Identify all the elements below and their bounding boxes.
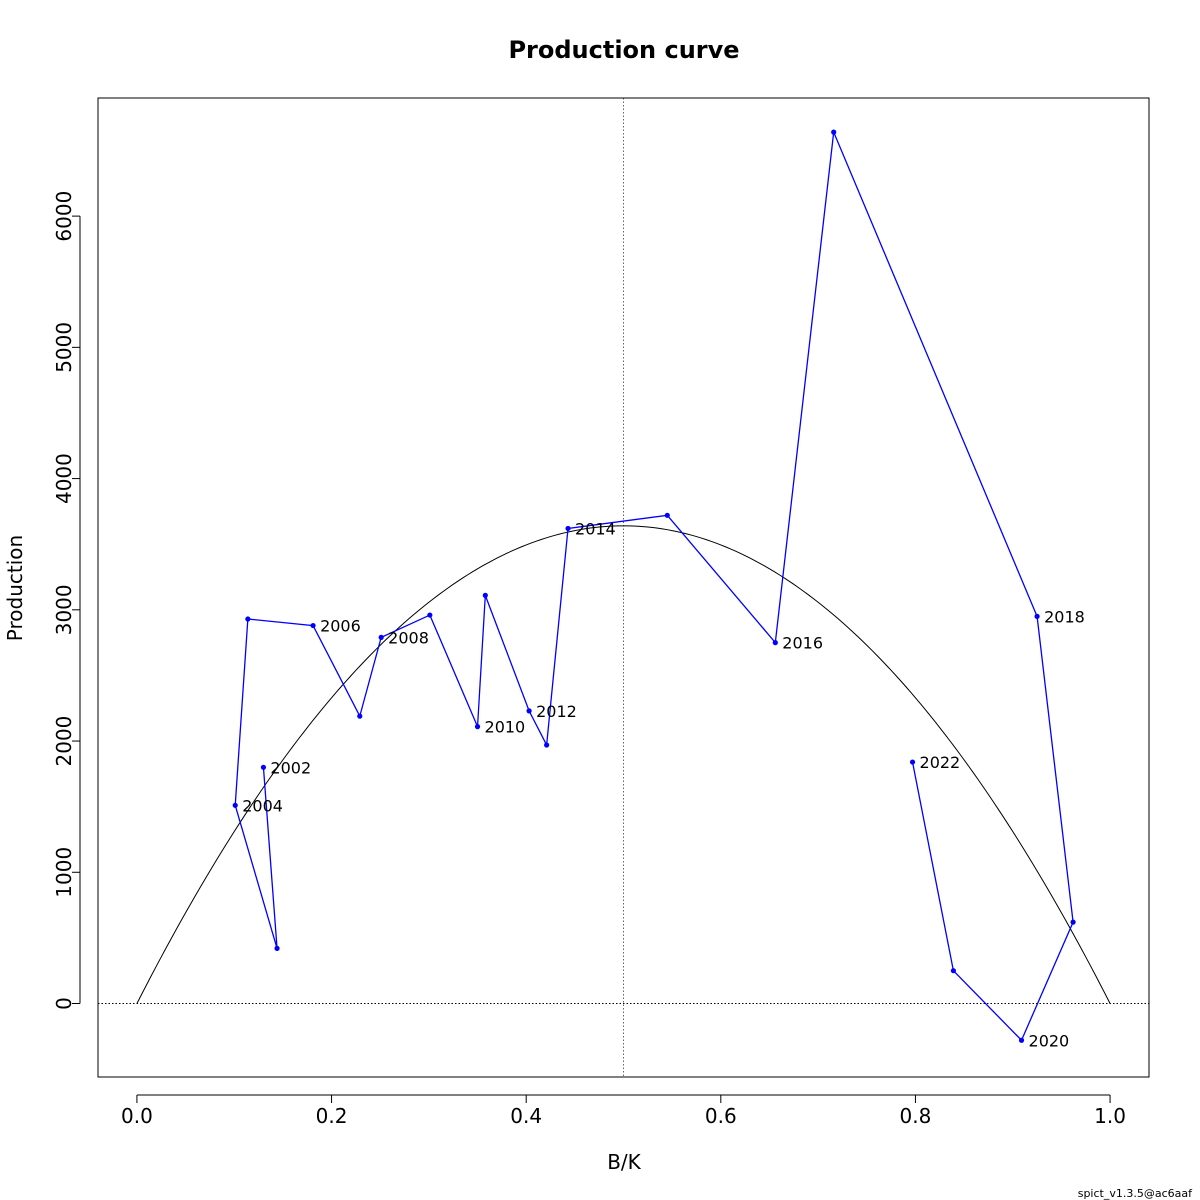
trajectory-point — [482, 592, 488, 598]
trajectory-point — [1070, 919, 1076, 925]
y-tick-label: 6000 — [52, 191, 76, 242]
trajectory-point — [232, 802, 238, 808]
year-label: 2006 — [320, 617, 361, 636]
trajectory-point — [544, 742, 550, 748]
year-label: 2020 — [1029, 1031, 1070, 1050]
y-axis: 0 1000 2000 3000 4000 5000 6000 — [52, 191, 81, 1010]
plot-area — [98, 98, 1149, 1077]
trajectory-point — [357, 713, 363, 719]
year-label: 2014 — [575, 519, 616, 538]
y-axis-label: Production — [3, 535, 27, 641]
plot-frame — [97, 97, 1150, 1078]
trajectory-point — [260, 764, 267, 770]
trajectory-point — [378, 634, 384, 640]
production-curve-line — [136, 525, 1111, 1004]
trajectory-point — [950, 968, 956, 974]
y-tick-label: 1000 — [52, 847, 76, 898]
x-tick-label: 0.0 — [121, 1104, 153, 1128]
x-tick-label: 0.4 — [510, 1104, 542, 1128]
trajectory-point — [526, 708, 532, 714]
y-tick-label: 2000 — [52, 716, 76, 767]
trajectory-point — [1018, 1037, 1025, 1043]
chart-title: Production curve — [508, 36, 739, 64]
trajectory-point — [772, 640, 778, 646]
year-label: 2016 — [782, 634, 823, 653]
trajectory-point — [310, 622, 316, 629]
y-tick-label: 5000 — [52, 322, 76, 373]
trajectory-point — [274, 945, 280, 951]
x-axis-label: B/K — [607, 1150, 641, 1174]
version-footer: spict_v1.3.5@ac6aaf — [1078, 1187, 1193, 1200]
trajectory-point — [427, 612, 433, 618]
trajectory-point — [664, 512, 670, 518]
year-label: 2008 — [388, 628, 429, 647]
x-tick-label: 0.2 — [316, 1104, 348, 1128]
x-tick-label: 0.8 — [900, 1104, 932, 1128]
x-axis: 0.0 0.2 0.4 0.6 0.8 1.0 — [121, 1094, 1126, 1128]
trajectory-point — [1034, 613, 1040, 619]
trajectory-point — [831, 129, 837, 135]
trajectory-point — [245, 616, 251, 622]
year-label: 2002 — [270, 758, 311, 777]
year-label: 2022 — [920, 753, 961, 772]
y-tick-label: 4000 — [52, 453, 76, 504]
year-label: 2004 — [242, 796, 283, 815]
trajectory-point — [909, 759, 916, 765]
trajectory-point — [565, 525, 571, 532]
year-label: 2012 — [536, 702, 577, 721]
year-label: 2018 — [1044, 607, 1085, 626]
year-label: 2010 — [485, 718, 526, 737]
y-tick-label: 0 — [52, 997, 76, 1010]
trajectory-point — [474, 724, 481, 730]
y-tick-label: 3000 — [52, 584, 76, 635]
x-tick-label: 1.0 — [1094, 1104, 1126, 1128]
x-tick-label: 0.6 — [705, 1104, 737, 1128]
